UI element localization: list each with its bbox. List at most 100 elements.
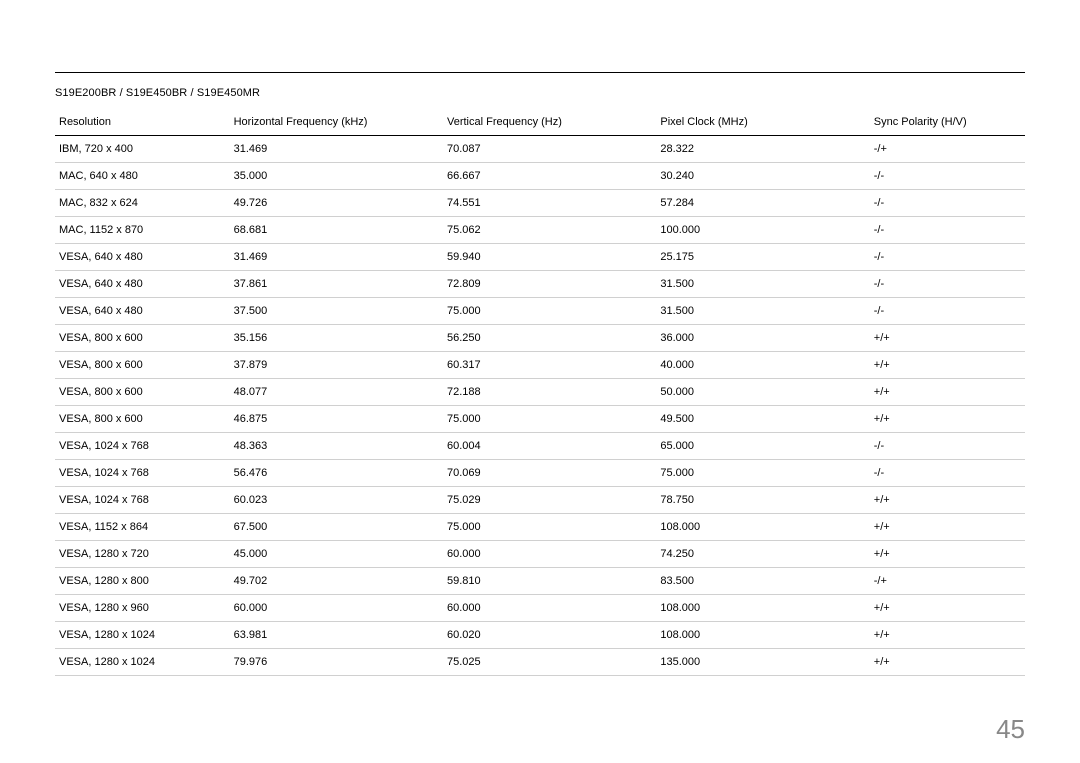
table-cell: VESA, 1280 x 1024 bbox=[55, 622, 230, 649]
table-cell: 70.087 bbox=[443, 136, 656, 163]
table-cell: 45.000 bbox=[230, 541, 443, 568]
table-cell: 72.809 bbox=[443, 271, 656, 298]
table-cell: -/- bbox=[870, 271, 1025, 298]
col-header-resolution: Resolution bbox=[55, 109, 230, 136]
table-cell: 75.029 bbox=[443, 487, 656, 514]
table-cell: MAC, 640 x 480 bbox=[55, 163, 230, 190]
table-row: VESA, 640 x 48037.86172.80931.500-/- bbox=[55, 271, 1025, 298]
col-header-vfreq: Vertical Frequency (Hz) bbox=[443, 109, 656, 136]
table-cell: -/+ bbox=[870, 136, 1025, 163]
table-cell: 68.681 bbox=[230, 217, 443, 244]
table-cell: 31.500 bbox=[656, 271, 869, 298]
table-row: VESA, 1024 x 76856.47670.06975.000-/- bbox=[55, 460, 1025, 487]
table-cell: VESA, 800 x 600 bbox=[55, 406, 230, 433]
table-cell: 78.750 bbox=[656, 487, 869, 514]
table-cell: 72.188 bbox=[443, 379, 656, 406]
table-cell: 37.861 bbox=[230, 271, 443, 298]
table-cell: 56.250 bbox=[443, 325, 656, 352]
table-row: MAC, 832 x 62449.72674.55157.284-/- bbox=[55, 190, 1025, 217]
table-cell: 25.175 bbox=[656, 244, 869, 271]
table-cell: 65.000 bbox=[656, 433, 869, 460]
table-cell: 60.020 bbox=[443, 622, 656, 649]
table-cell: 60.023 bbox=[230, 487, 443, 514]
table-cell: VESA, 1024 x 768 bbox=[55, 460, 230, 487]
table-cell: 48.077 bbox=[230, 379, 443, 406]
model-line: S19E200BR / S19E450BR / S19E450MR bbox=[55, 87, 1025, 99]
table-cell: +/+ bbox=[870, 541, 1025, 568]
table-cell: 60.000 bbox=[443, 541, 656, 568]
table-cell: 70.069 bbox=[443, 460, 656, 487]
table-cell: VESA, 640 x 480 bbox=[55, 298, 230, 325]
table-row: VESA, 1152 x 86467.50075.000108.000+/+ bbox=[55, 514, 1025, 541]
table-cell: 108.000 bbox=[656, 595, 869, 622]
table-cell: 37.879 bbox=[230, 352, 443, 379]
table-cell: 79.976 bbox=[230, 649, 443, 676]
table-cell: VESA, 800 x 600 bbox=[55, 352, 230, 379]
table-row: VESA, 1280 x 80049.70259.81083.500-/+ bbox=[55, 568, 1025, 595]
table-cell: 48.363 bbox=[230, 433, 443, 460]
table-cell: +/+ bbox=[870, 595, 1025, 622]
table-cell: -/- bbox=[870, 460, 1025, 487]
table-cell: +/+ bbox=[870, 622, 1025, 649]
table-cell: VESA, 1280 x 960 bbox=[55, 595, 230, 622]
table-cell: -/- bbox=[870, 244, 1025, 271]
table-cell: +/+ bbox=[870, 514, 1025, 541]
table-cell: VESA, 1280 x 1024 bbox=[55, 649, 230, 676]
table-cell: -/- bbox=[870, 217, 1025, 244]
col-header-pixelclock: Pixel Clock (MHz) bbox=[656, 109, 869, 136]
table-cell: 40.000 bbox=[656, 352, 869, 379]
table-cell: -/- bbox=[870, 298, 1025, 325]
top-rule bbox=[55, 72, 1025, 73]
table-cell: 75.000 bbox=[443, 298, 656, 325]
table-cell: 108.000 bbox=[656, 622, 869, 649]
table-row: VESA, 1024 x 76860.02375.02978.750+/+ bbox=[55, 487, 1025, 514]
table-cell: 49.500 bbox=[656, 406, 869, 433]
col-header-hfreq: Horizontal Frequency (kHz) bbox=[230, 109, 443, 136]
table-header-row: Resolution Horizontal Frequency (kHz) Ve… bbox=[55, 109, 1025, 136]
table-cell: 75.062 bbox=[443, 217, 656, 244]
table-cell: 50.000 bbox=[656, 379, 869, 406]
table-cell: +/+ bbox=[870, 379, 1025, 406]
table-cell: 60.317 bbox=[443, 352, 656, 379]
table-cell: 75.000 bbox=[443, 514, 656, 541]
table-row: VESA, 800 x 60048.07772.18850.000+/+ bbox=[55, 379, 1025, 406]
table-row: VESA, 1280 x 72045.00060.00074.250+/+ bbox=[55, 541, 1025, 568]
table-cell: +/+ bbox=[870, 406, 1025, 433]
table-cell: VESA, 640 x 480 bbox=[55, 244, 230, 271]
table-cell: 75.000 bbox=[656, 460, 869, 487]
table-cell: 36.000 bbox=[656, 325, 869, 352]
table-cell: 75.000 bbox=[443, 406, 656, 433]
table-cell: 31.469 bbox=[230, 244, 443, 271]
signal-mode-table: Resolution Horizontal Frequency (kHz) Ve… bbox=[55, 109, 1025, 676]
table-cell: -/+ bbox=[870, 568, 1025, 595]
table-cell: -/- bbox=[870, 163, 1025, 190]
table-row: MAC, 640 x 48035.00066.66730.240-/- bbox=[55, 163, 1025, 190]
table-cell: 83.500 bbox=[656, 568, 869, 595]
page: S19E200BR / S19E450BR / S19E450MR Resolu… bbox=[0, 0, 1080, 763]
table-cell: -/- bbox=[870, 433, 1025, 460]
table-cell: 60.000 bbox=[230, 595, 443, 622]
table-cell: VESA, 1280 x 800 bbox=[55, 568, 230, 595]
table-cell: VESA, 1024 x 768 bbox=[55, 433, 230, 460]
table-row: VESA, 1280 x 102463.98160.020108.000+/+ bbox=[55, 622, 1025, 649]
table-cell: 135.000 bbox=[656, 649, 869, 676]
table-cell: 67.500 bbox=[230, 514, 443, 541]
table-cell: +/+ bbox=[870, 487, 1025, 514]
table-cell: 74.250 bbox=[656, 541, 869, 568]
table-row: MAC, 1152 x 87068.68175.062100.000-/- bbox=[55, 217, 1025, 244]
table-cell: -/- bbox=[870, 190, 1025, 217]
table-cell: VESA, 1152 x 864 bbox=[55, 514, 230, 541]
table-cell: 59.810 bbox=[443, 568, 656, 595]
table-cell: 60.000 bbox=[443, 595, 656, 622]
table-cell: 108.000 bbox=[656, 514, 869, 541]
table-cell: +/+ bbox=[870, 325, 1025, 352]
table-cell: VESA, 800 x 600 bbox=[55, 325, 230, 352]
table-cell: 49.726 bbox=[230, 190, 443, 217]
table-cell: 35.156 bbox=[230, 325, 443, 352]
table-row: IBM, 720 x 40031.46970.08728.322-/+ bbox=[55, 136, 1025, 163]
table-cell: 49.702 bbox=[230, 568, 443, 595]
table-cell: MAC, 832 x 624 bbox=[55, 190, 230, 217]
table-row: VESA, 640 x 48037.50075.00031.500-/- bbox=[55, 298, 1025, 325]
table-cell: 63.981 bbox=[230, 622, 443, 649]
table-cell: 100.000 bbox=[656, 217, 869, 244]
